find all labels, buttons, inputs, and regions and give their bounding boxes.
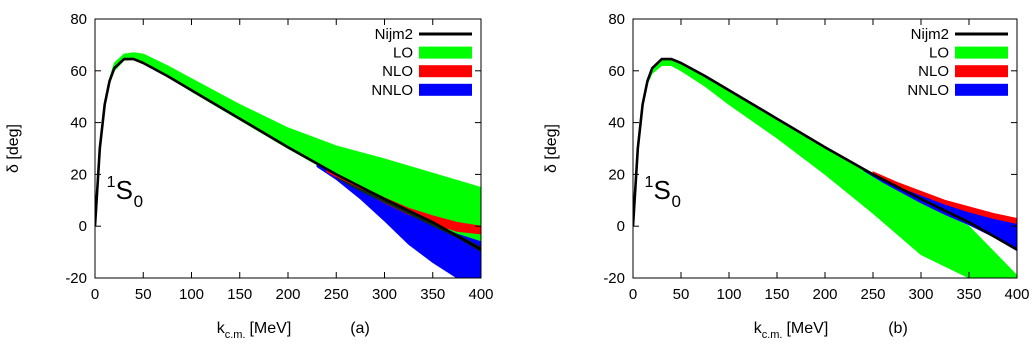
x-tick-label: 250 [860,286,885,303]
legend-item-nnlo: NNLO [371,82,472,99]
panel-tag: (b) [888,320,908,337]
legend-item-nijm2: Nijm2 [375,26,472,43]
legend-swatch-band [955,83,1008,96]
band-overlap [336,177,481,253]
channel-annotation-superscript: 1 [107,174,116,191]
x-axis-label-unit: [MeV] [249,320,291,337]
y-tick-label: 40 [70,115,87,132]
panel-tag: (a) [350,320,370,337]
legend-label: LO [929,45,949,62]
legend-label: Nijm2 [375,26,413,43]
x-tick-label: 50 [673,286,690,303]
x-tick-label: 0 [91,286,99,303]
legend-swatch-band [955,65,1008,78]
legend-label: Nijm2 [911,26,949,43]
x-tick-label: 0 [629,286,637,303]
channel-annotation-superscript: 1 [645,174,654,191]
channel-annotation-subscript: 0 [672,192,681,211]
legend-item-lo: LO [393,45,472,62]
y-tick-label: -20 [65,270,87,287]
legend-swatch-band [419,65,472,78]
y-tick-label: 80 [608,11,625,28]
y-tick-label: 40 [608,115,625,132]
x-axis-label-subscript: c.m. [225,329,246,341]
channel-annotation-subscript: 0 [134,192,143,211]
band-nlo [872,171,1017,225]
x-axis-label-unit: [MeV] [786,320,828,337]
x-axis-label-symbol: k [754,320,763,337]
y-axis-label: δ [deg] [543,124,560,173]
legend-swatch-band [419,46,472,59]
y-tick-label: 60 [608,63,625,80]
legend-item-nijm2: Nijm2 [911,26,1008,43]
y-tick-label: 20 [70,166,87,183]
x-tick-label: 350 [956,286,981,303]
legend-item-lo: LO [929,45,1008,62]
x-tick-label: 300 [372,286,397,303]
legend-swatch-band [419,83,472,96]
x-tick-label: 200 [812,286,837,303]
x-tick-label: 300 [908,286,933,303]
legend-item-nlo: NLO [918,63,1008,80]
legend-label: NNLO [907,82,949,99]
x-tick-label: 200 [275,286,300,303]
x-tick-label: 400 [468,286,493,303]
channel-annotation-symbol: S [116,175,133,205]
y-axis-label: δ [deg] [5,124,22,173]
legend-item-nlo: NLO [382,63,472,80]
legend-label: NNLO [371,82,413,99]
y-tick-label: 0 [617,218,625,235]
plot-area [95,52,481,278]
x-tick-label: 150 [227,286,252,303]
series-line-nijm2 [633,57,1017,251]
legend-item-nnlo: NNLO [907,82,1008,99]
x-axis-label: kc.m. [MeV] [754,320,829,341]
y-tick-label: 0 [79,218,87,235]
y-tick-label: -20 [603,270,625,287]
x-tick-label: 350 [420,286,445,303]
legend-label: NLO [918,63,949,80]
x-tick-label: 400 [1004,286,1029,303]
legend-swatch-band [955,46,1008,59]
x-tick-label: 150 [764,286,789,303]
y-tick-label: 20 [608,166,625,183]
x-axis-label-symbol: k [217,320,226,337]
legend-label: NLO [382,63,413,80]
y-tick-label: 60 [70,63,87,80]
x-axis-label: kc.m. [MeV] [217,320,292,341]
y-tick-label: 80 [70,11,87,28]
x-tick-label: 100 [179,286,204,303]
series-line-nijm2 [95,57,481,251]
channel-annotation-symbol: S [654,175,671,205]
x-tick-label: 250 [324,286,349,303]
x-tick-label: 100 [716,286,741,303]
legend-label: LO [393,45,413,62]
x-tick-label: 50 [135,286,152,303]
plot-area [633,57,1017,278]
band-lo [633,60,1017,278]
x-axis-label-subscript: c.m. [762,329,783,341]
